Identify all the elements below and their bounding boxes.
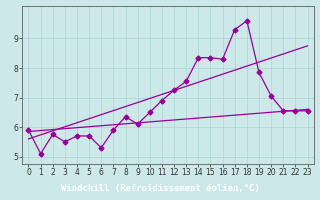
Text: Windchill (Refroidissement éolien,°C): Windchill (Refroidissement éolien,°C) [60, 184, 260, 193]
